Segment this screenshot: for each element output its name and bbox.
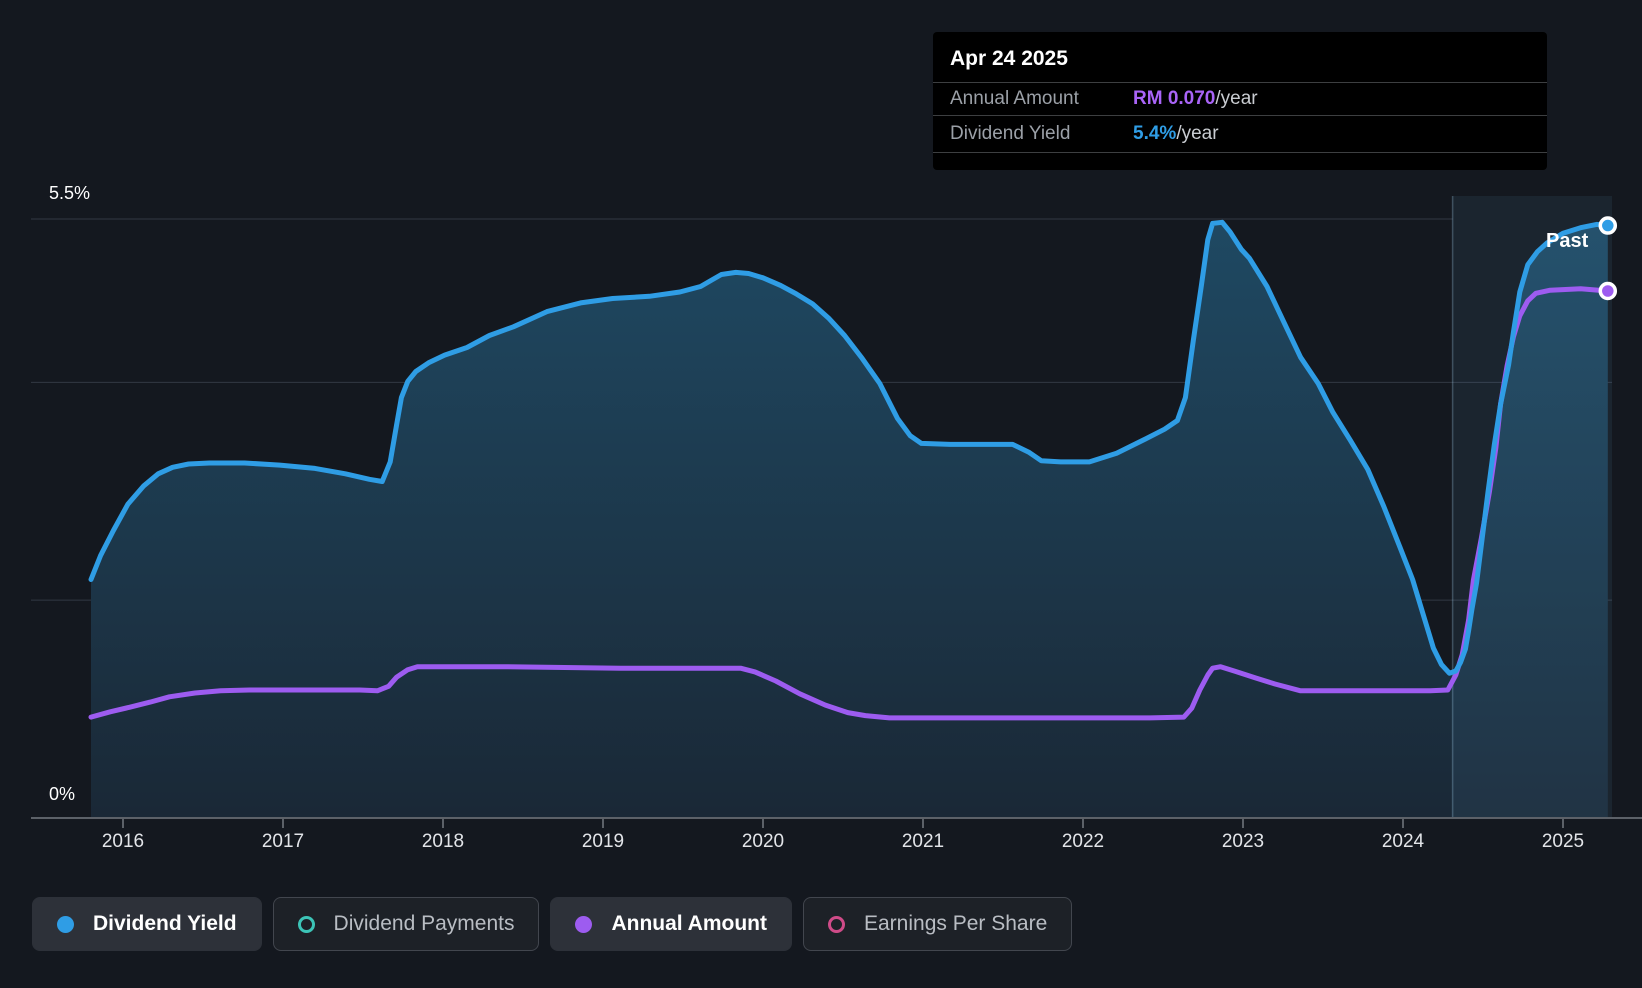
tooltip: Apr 24 2025 Annual Amount RM 0.070 /year…	[933, 32, 1547, 170]
tooltip-label: Dividend Yield	[950, 123, 1071, 144]
tooltip-label: Annual Amount	[950, 88, 1079, 109]
tooltip-row-dividend-yield: Dividend Yield 5.4% /year	[933, 116, 1547, 153]
x-axis-label-2022: 2022	[1061, 831, 1105, 852]
tooltip-date: Apr 24 2025	[933, 32, 1547, 83]
legend-label: Dividend Yield	[93, 912, 237, 935]
dividend-yield-dot-icon	[57, 915, 74, 933]
x-axis-label-2024: 2024	[1381, 831, 1425, 852]
tooltip-value-dividend-yield: 5.4%	[1133, 123, 1177, 144]
legend-button-dividend-yield[interactable]: Dividend Yield	[32, 897, 262, 951]
legend-button-annual-amount[interactable]: Annual Amount	[550, 897, 792, 951]
legend-button-dividend-payments[interactable]: Dividend Payments	[272, 897, 540, 951]
legend-label: Dividend Payments	[333, 912, 515, 935]
x-axis-label-2025: 2025	[1541, 831, 1585, 852]
earnings-per-share-ring-icon	[828, 915, 845, 933]
x-axis-label-2018: 2018	[421, 831, 465, 852]
dividend-yield-line	[88, 219, 1611, 676]
x-axis-label-2021: 2021	[901, 831, 945, 852]
annual-amount-dot-icon	[575, 915, 593, 933]
legend-label: Annual Amount	[611, 912, 767, 935]
tooltip-suffix: /year	[1176, 123, 1219, 144]
y-axis-bottom-label: 0%	[49, 784, 76, 804]
legend-label: Earnings Per Share	[864, 912, 1048, 935]
dividend-yield-end-marker	[1598, 216, 1618, 235]
tooltip-suffix: /year	[1215, 88, 1258, 109]
past-region-label: Past	[1546, 230, 1589, 252]
x-axis-label-2023: 2023	[1221, 831, 1265, 852]
legend: Dividend Yield Dividend Payments Annual …	[32, 897, 1083, 951]
legend-button-earnings-per-share[interactable]: Earnings Per Share	[803, 897, 1073, 951]
tooltip-row-annual-amount: Annual Amount RM 0.070 /year	[933, 83, 1547, 116]
annual-amount-end-marker	[1598, 281, 1618, 301]
x-axis-label-2017: 2017	[261, 831, 305, 852]
x-axis-label-2020: 2020	[741, 831, 785, 852]
dividend-yield-area	[91, 222, 1608, 819]
tooltip-value-annual-amount: RM 0.070	[1133, 88, 1216, 109]
dividend-payments-ring-icon	[297, 915, 315, 933]
y-axis-top-label: 5.5%	[49, 183, 91, 203]
x-axis-label-2016: 2016	[101, 831, 145, 852]
x-axis-label-2019: 2019	[581, 831, 625, 852]
